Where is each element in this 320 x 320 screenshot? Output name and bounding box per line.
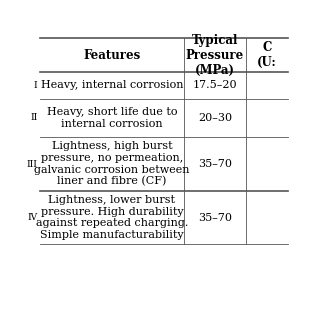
Text: Heavy, short life due to
internal corrosion: Heavy, short life due to internal corros…	[47, 107, 177, 129]
Text: IV: IV	[28, 213, 37, 222]
Text: 20–30: 20–30	[198, 113, 232, 123]
Text: Typical
Pressure
(MPa): Typical Pressure (MPa)	[186, 34, 244, 76]
Text: Lightness, lower burst
pressure. High durability
against repeated charging.
Simp: Lightness, lower burst pressure. High du…	[36, 195, 188, 240]
Text: 17.5–20: 17.5–20	[193, 80, 237, 90]
Text: C
(U:: C (U:	[257, 41, 277, 69]
Text: Heavy, internal corrosion: Heavy, internal corrosion	[41, 80, 183, 90]
Text: III: III	[27, 160, 37, 169]
Text: II: II	[30, 113, 37, 122]
Text: Features: Features	[83, 49, 140, 61]
Text: 35–70: 35–70	[198, 159, 232, 169]
Text: I: I	[34, 81, 37, 90]
Text: Lightness, high burst
pressure, no permeation,
galvanic corrosion between
liner : Lightness, high burst pressure, no perme…	[34, 141, 190, 187]
Text: 35–70: 35–70	[198, 213, 232, 223]
